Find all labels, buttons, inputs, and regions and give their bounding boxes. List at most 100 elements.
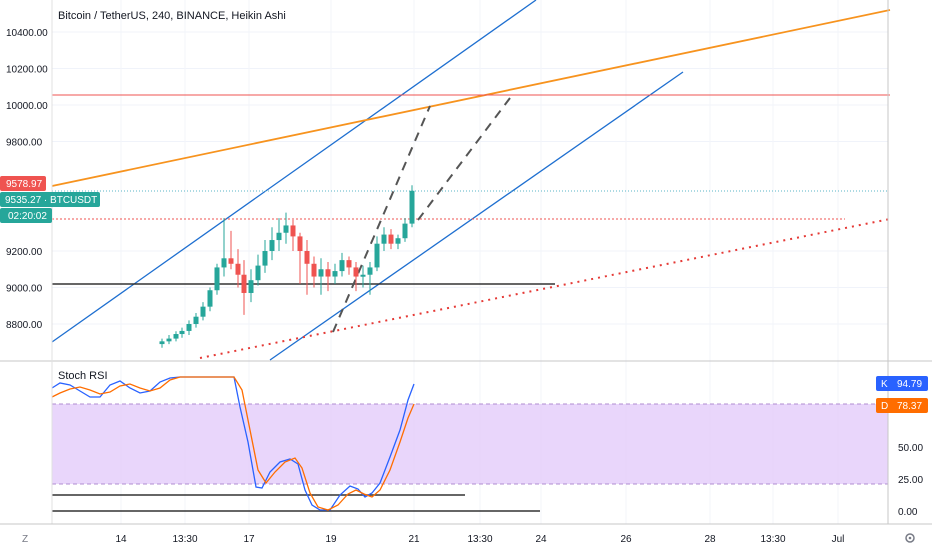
- d-value-tag: [876, 398, 928, 413]
- candle-up: [409, 185, 415, 228]
- x-axis-labels: 14 13:30 17 19 21 24 13:30 26 28 13:30 Jul: [115, 534, 844, 545]
- candle-body: [388, 234, 394, 244]
- candle-body: [200, 306, 206, 317]
- candle-up: [221, 218, 227, 277]
- x-tick-label: 14: [115, 534, 127, 545]
- price-tags: 9578.97 9535.27 · BTCUSDT 02:20:02: [0, 176, 100, 223]
- dashed-projection-1[interactable]: [332, 105, 431, 333]
- y-tick-label: 10200.00: [6, 65, 48, 76]
- candle-body: [193, 316, 199, 324]
- candle-down: [311, 256, 317, 288]
- orange-trend-line[interactable]: [51, 9, 891, 187]
- candle-body: [374, 243, 380, 268]
- candle-up: [186, 320, 192, 335]
- candle-body: [276, 232, 282, 241]
- candle-body: [235, 263, 241, 275]
- candle-body: [166, 338, 172, 342]
- zoom-button[interactable]: Z: [22, 534, 28, 545]
- stoch-d-line: [51, 376, 415, 511]
- drawings: [51, 0, 891, 512]
- candle-up: [173, 331, 179, 342]
- candle-up: [339, 252, 345, 277]
- candle-body: [402, 223, 408, 239]
- x-tick-label: 19: [325, 534, 337, 545]
- candle-up: [159, 338, 165, 348]
- candle-up: [381, 227, 387, 251]
- rising-dotted-support[interactable]: [199, 218, 891, 359]
- stoch-y-tick-label: 50.00: [898, 443, 923, 454]
- candle-up: [214, 263, 220, 295]
- candle-body: [179, 330, 185, 335]
- candle-up: [207, 287, 213, 312]
- candle-body: [248, 280, 254, 293]
- candle-up: [200, 302, 206, 321]
- candle-body: [214, 267, 220, 291]
- stoch-title: Stoch RSI: [58, 370, 108, 382]
- candle-down: [304, 240, 310, 295]
- candle-up: [318, 258, 324, 295]
- candle-up: [276, 218, 282, 251]
- price-tag-green: [0, 192, 100, 207]
- k-value: 94.79: [897, 379, 922, 390]
- stoch-y-tick-label: 25.00: [898, 475, 923, 486]
- candle-down: [235, 249, 241, 288]
- candle-body: [283, 225, 289, 233]
- x-tick-label: 21: [408, 534, 420, 545]
- stoch-band: [52, 404, 888, 484]
- x-tick-label: 28: [704, 534, 716, 545]
- candle-up: [269, 227, 275, 261]
- gear-icon-center: [908, 536, 912, 540]
- channel-lower-line[interactable]: [269, 71, 684, 361]
- candle-up: [402, 218, 408, 242]
- countdown-tag: [0, 208, 52, 223]
- candle-body: [255, 265, 261, 281]
- candle-up: [262, 240, 268, 273]
- candle-body: [339, 260, 345, 272]
- gear-icon[interactable]: [905, 533, 915, 543]
- k-name: K: [881, 379, 888, 390]
- candle-down: [353, 261, 359, 292]
- candle-body: [381, 234, 387, 244]
- candle-body: [311, 263, 317, 277]
- candle-body: [318, 269, 324, 277]
- y-axis-labels: 10400.00 10200.00 10000.00 9800.00 9200.00 90…: [6, 28, 48, 331]
- x-tick-label: 24: [535, 534, 547, 545]
- candle-up: [166, 334, 172, 345]
- candle-up: [248, 269, 254, 303]
- candle-body: [207, 290, 213, 307]
- y-tick-label: 9800.00: [6, 138, 43, 149]
- channel-upper-line[interactable]: [51, 0, 537, 343]
- stoch-y-tick-label: 0.00: [898, 507, 918, 518]
- x-tick-label: 13:30: [467, 534, 492, 545]
- candle-down: [241, 260, 247, 315]
- candle-body: [346, 260, 352, 268]
- candle-body: [304, 251, 310, 264]
- candle-up: [179, 327, 185, 338]
- candle-body: [228, 258, 234, 264]
- price-tag-red-text: 9578.97: [6, 179, 43, 190]
- price-tag-red: [0, 176, 46, 191]
- candle-down: [346, 256, 352, 275]
- candle-body: [241, 274, 247, 293]
- candle-body: [262, 251, 268, 266]
- candle-down: [388, 229, 394, 250]
- y-tick-label: 9000.00: [6, 284, 43, 295]
- candle-down: [228, 230, 234, 270]
- candle-up: [367, 261, 373, 295]
- candle-down: [290, 219, 296, 251]
- candle-body: [353, 267, 359, 277]
- candle-body: [332, 271, 338, 277]
- stoch-y-axis-labels: 50.00 25.00 0.00: [898, 443, 923, 518]
- y-tick-label: 10000.00: [6, 101, 48, 112]
- candle-up: [255, 254, 261, 286]
- x-tick-label: Jul: [832, 534, 845, 545]
- candle-up: [283, 212, 289, 244]
- y-tick-label: 9200.00: [6, 247, 43, 258]
- d-value: 78.37: [897, 401, 922, 412]
- candle-body: [409, 190, 415, 224]
- x-tick-label: 26: [620, 534, 632, 545]
- candle-body: [395, 238, 401, 244]
- candle-body: [186, 324, 192, 331]
